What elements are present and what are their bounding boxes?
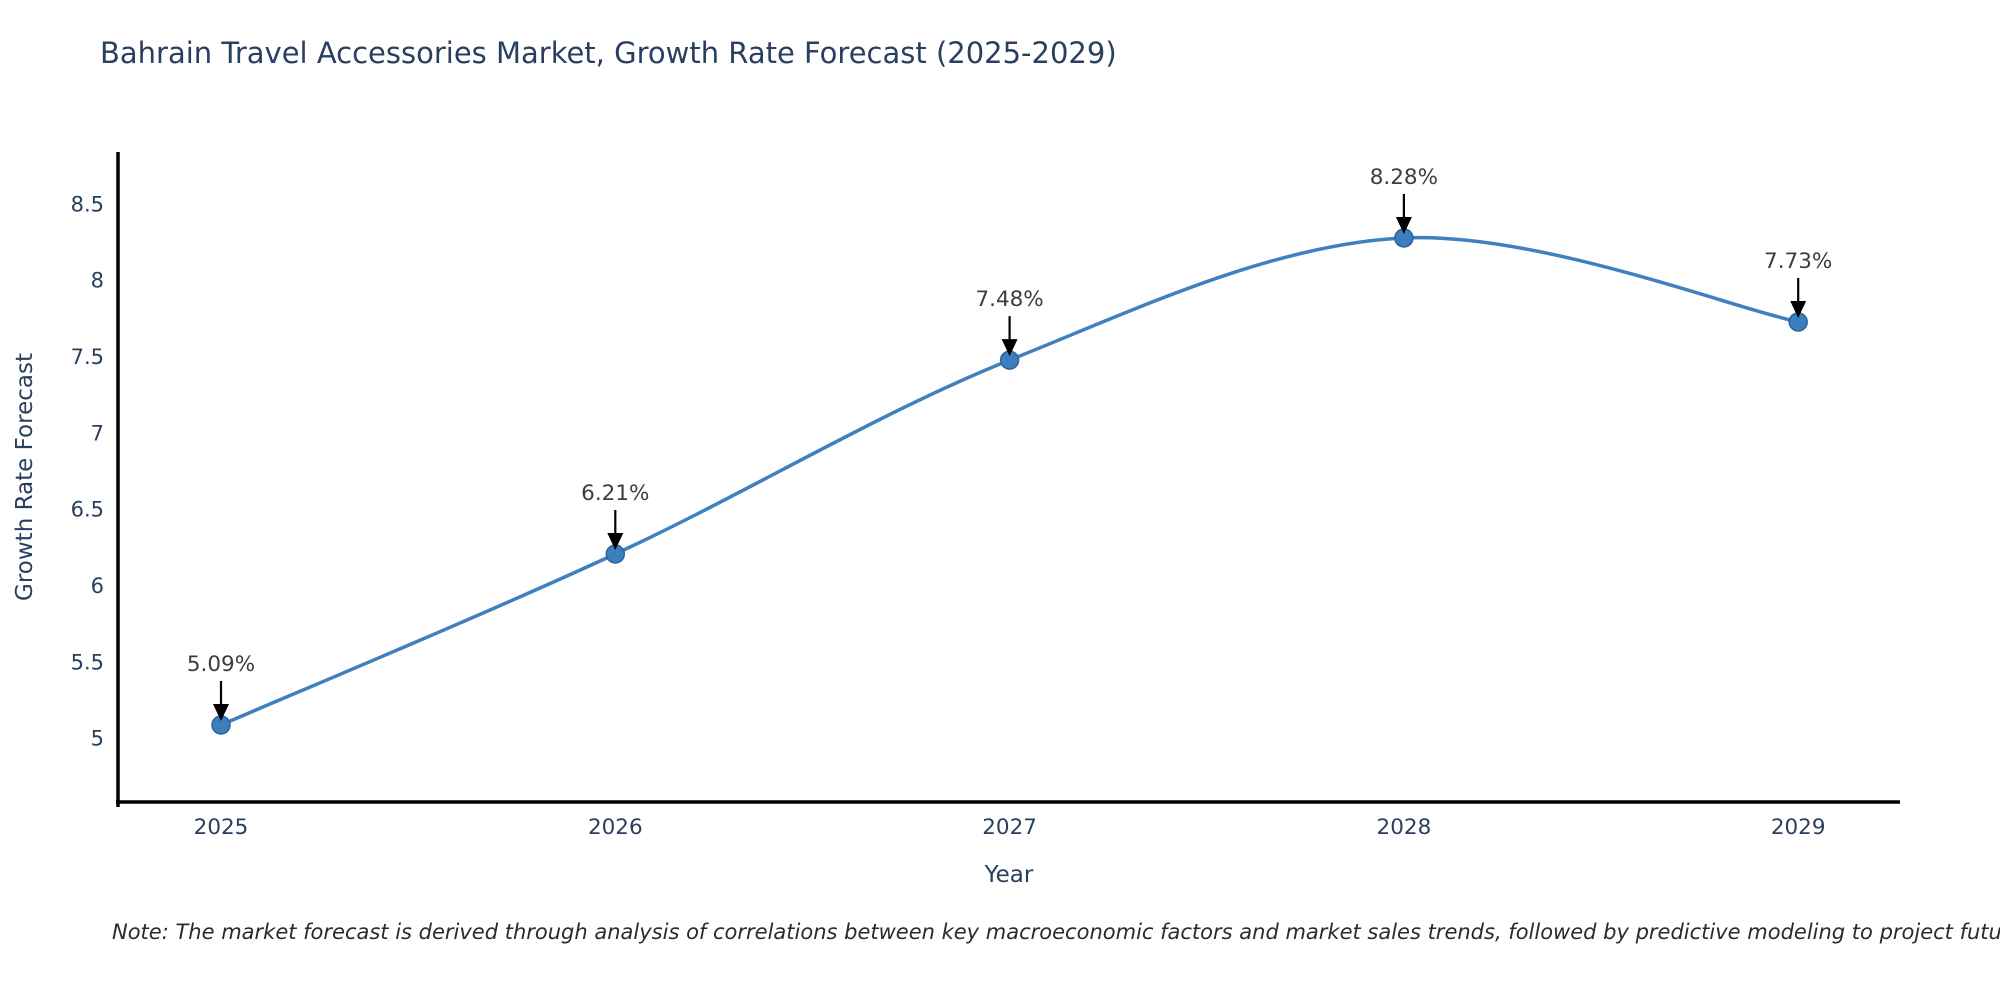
x-tick-label: 2027 — [982, 815, 1037, 840]
annotation-label: 8.28% — [1370, 165, 1438, 190]
chart-title: Bahrain Travel Accessories Market, Growt… — [100, 36, 1117, 70]
y-tick-label: 7.5 — [71, 345, 104, 369]
y-axis-title: Growth Rate Forecast — [12, 353, 38, 601]
annotation-label: 5.09% — [187, 652, 255, 677]
annotation-arrowhead — [607, 532, 624, 550]
x-axis-title: Year — [984, 862, 1034, 888]
y-tick-label: 7 — [91, 421, 104, 445]
y-tick-label: 6.5 — [71, 498, 104, 522]
y-tick-label: 6 — [91, 574, 104, 598]
footnote: Note: The market forecast is derived thr… — [112, 920, 2000, 944]
annotation-arrowhead — [1395, 216, 1412, 234]
annotation-label: 6.21% — [581, 481, 649, 506]
annotation-arrowhead — [1001, 339, 1018, 357]
y-tick-label: 8 — [91, 269, 104, 293]
annotation-arrowhead — [213, 703, 229, 721]
y-tick-label: 5.5 — [71, 650, 104, 674]
y-tick-label: 5 — [91, 727, 104, 751]
annotation-label: 7.73% — [1764, 249, 1832, 274]
annotation-arrowhead — [1790, 300, 1807, 318]
x-tick-label: 2028 — [1377, 815, 1432, 840]
x-tick-label: 2029 — [1771, 815, 1826, 840]
x-tick-label: 2026 — [588, 815, 643, 840]
x-tick-label: 2025 — [194, 815, 249, 840]
y-tick-label: 8.5 — [71, 192, 104, 216]
annotation-label: 7.48% — [975, 287, 1043, 312]
